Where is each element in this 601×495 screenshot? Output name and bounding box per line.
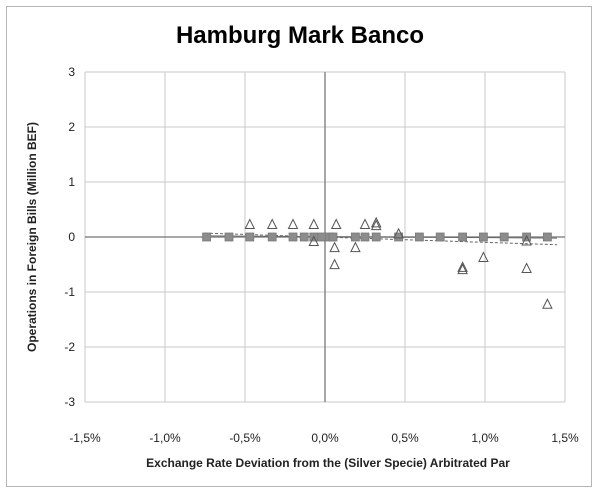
y-axis-label: Operations in Foreign Bills (Million BEF…: [25, 122, 39, 352]
triangle-data-point: [359, 218, 371, 229]
square-data-point: [478, 232, 488, 242]
square-data-point: [414, 232, 424, 242]
square-data-point: [360, 232, 370, 242]
square-data-point: [328, 232, 338, 242]
square-data-point: [299, 232, 309, 242]
y-tick-label: 3: [68, 65, 75, 79]
square-data-point: [267, 232, 277, 242]
square-data-point: [224, 232, 234, 242]
y-tick-label: -2: [64, 340, 75, 354]
square-data-point: [245, 232, 255, 242]
square-data-point: [435, 232, 445, 242]
triangle-data-point: [521, 262, 532, 273]
chart-title: Hamburg Mark Banco: [176, 22, 424, 49]
y-tick-label: -1: [64, 285, 75, 299]
triangle-data-point: [308, 235, 320, 247]
hamburg-mark-banco-chart: -1,5% -1,0% -0,5% 0,0% 0,5% 1,0% 1,5% 3 2 1 0 -1 -2 -…: [25, 22, 579, 470]
triangle-data-point: [393, 227, 404, 239]
square-data-point: [288, 232, 298, 242]
y-tick-label: 1: [68, 175, 75, 189]
chart-frame: -1,5% -1,0% -0,5% 0,0% 0,5% 1,0% 1,5% 3 2 1 0 -1 -2 -…: [6, 6, 592, 487]
y-tick-label: 2: [68, 120, 75, 134]
triangle-data-point: [542, 298, 553, 309]
triangle-data-point: [329, 241, 340, 253]
triangle-data-point: [521, 234, 532, 246]
square-series-trendline: [204, 235, 558, 239]
square-data-point: [350, 232, 360, 242]
x-tick-label: -1,5%: [69, 431, 101, 445]
triangle-data-point: [308, 218, 320, 229]
square-data-point: [202, 232, 212, 242]
x-axis-label: Exchange Rate Deviation from the (Silver…: [146, 456, 510, 470]
y-tick-label: -3: [64, 395, 75, 409]
x-tick-label: 0,5%: [391, 431, 419, 445]
square-data-point: [371, 232, 381, 242]
triangle-data-point: [457, 261, 468, 272]
triangle-data-point: [370, 219, 382, 231]
y-tick-label: 0: [68, 230, 75, 244]
x-tick-label: -1,0%: [149, 431, 181, 445]
x-tick-label: -0,5%: [229, 431, 261, 445]
square-data-point: [543, 232, 552, 242]
triangle-data-point: [330, 218, 342, 229]
square-data-point: [499, 232, 509, 242]
x-tick-label: 0,0%: [311, 431, 339, 445]
triangle-data-point: [478, 251, 489, 262]
triangle-series-trendline: [204, 232, 558, 246]
x-tick-label: 1,5%: [551, 431, 579, 445]
tick-label-layer: -1,5% -1,0% -0,5% 0,0% 0,5% 1,0% 1,5% 3 2 1 0 -1 -2 -…: [64, 65, 579, 445]
triangle-data-point: [266, 218, 278, 229]
data-point-layer: [202, 216, 553, 309]
triangle-data-point: [457, 263, 468, 275]
triangle-data-point: [350, 241, 361, 253]
triangle-data-point: [370, 216, 382, 228]
square-data-point: [317, 232, 327, 242]
triangle-data-point: [244, 218, 256, 229]
triangle-data-point: [329, 258, 340, 270]
triangle-data-point: [287, 218, 299, 229]
x-tick-label: 1,0%: [471, 431, 499, 445]
square-data-point: [458, 232, 468, 242]
trendline-layer: [204, 232, 558, 246]
